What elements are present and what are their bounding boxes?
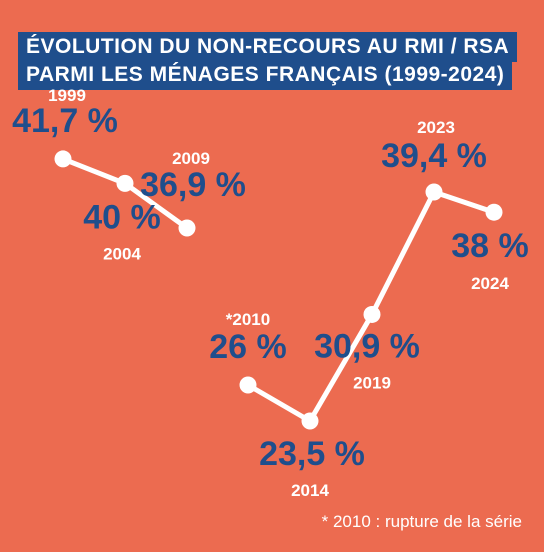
data-point-marker <box>301 412 319 430</box>
chart-title-line-2: PARMI LES MÉNAGES FRANÇAIS (1999-2024) <box>18 60 513 90</box>
data-value-label: 38 % <box>451 227 529 265</box>
data-point-marker <box>116 174 134 192</box>
year-label: 2023 <box>417 118 455 137</box>
year-label: 2024 <box>471 274 509 293</box>
data-value-label: 23,5 % <box>259 435 365 473</box>
data-value-label: 26 % <box>209 328 287 366</box>
year-label: 2019 <box>353 373 391 392</box>
year-label: 1999 <box>48 86 86 105</box>
data-point-marker <box>363 305 381 323</box>
year-label: 2004 <box>103 244 141 263</box>
data-point-marker <box>485 203 503 221</box>
data-value-label: 40 % <box>83 198 161 236</box>
data-value-label: 41,7 % <box>12 102 118 140</box>
year-label: 2014 <box>291 481 329 500</box>
data-value-label: 30,9 % <box>314 327 420 365</box>
year-label: 2009 <box>172 149 210 168</box>
data-point-marker <box>54 150 72 168</box>
data-point-marker <box>178 219 196 237</box>
year-label: *2010 <box>226 310 270 329</box>
data-point-marker <box>425 183 443 201</box>
chart-title-line-1: ÉVOLUTION DU NON-RECOURS AU RMI / RSA <box>18 32 518 62</box>
data-value-label: 36,9 % <box>140 166 246 204</box>
data-value-label: 39,4 % <box>381 137 487 175</box>
data-point-marker <box>239 376 257 394</box>
footnote: * 2010 : rupture de la série <box>321 512 522 531</box>
